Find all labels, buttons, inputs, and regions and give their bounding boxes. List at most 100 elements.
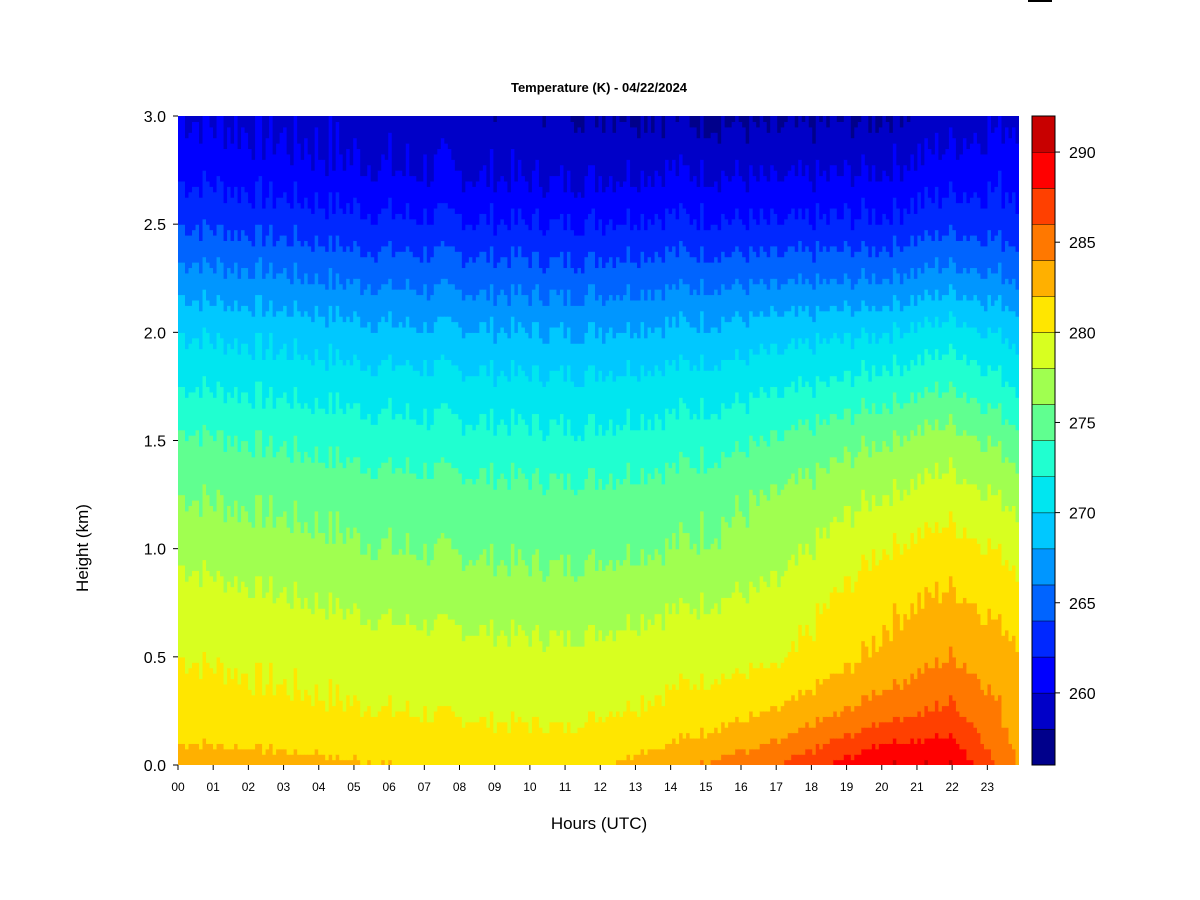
heatmap-cell — [798, 116, 803, 160]
heatmap-cell — [665, 159, 670, 209]
heatmap-cell — [580, 440, 586, 490]
heatmap-cell — [801, 283, 806, 312]
heatmap-cell — [700, 591, 705, 674]
heatmap-cell — [875, 375, 880, 415]
heatmap-cell — [454, 289, 459, 323]
heatmap-cell — [791, 207, 796, 247]
heatmap-cell — [889, 132, 894, 182]
heatmap-cell — [402, 251, 407, 290]
heatmap-cell — [826, 472, 831, 539]
heatmap-cell — [885, 278, 890, 306]
heatmap-cell — [423, 116, 428, 155]
heatmap-cell — [503, 478, 508, 566]
heatmap-cell — [668, 689, 673, 744]
heatmap-cell — [983, 116, 989, 155]
heatmap-cell — [637, 635, 642, 717]
heatmap-cell — [983, 245, 989, 279]
heatmap-cell — [955, 159, 961, 204]
heatmap-cell — [595, 126, 600, 193]
heatmap-cell — [185, 305, 190, 350]
heatmap-cell — [987, 435, 992, 485]
heatmap-cell — [241, 505, 246, 582]
x-tick-label: 14 — [664, 780, 678, 794]
heatmap-cell — [377, 116, 382, 171]
heatmap-cell — [931, 202, 936, 241]
heatmap-cell — [651, 262, 656, 301]
heatmap-cell — [388, 278, 393, 312]
heatmap-cell — [241, 229, 246, 269]
heatmap-cell — [665, 462, 670, 539]
heatmap-cell — [934, 462, 939, 523]
heatmap-cell — [798, 240, 803, 274]
heatmap-cell — [836, 521, 841, 593]
heatmap-cell — [850, 759, 855, 765]
heatmap-cell — [868, 224, 873, 258]
heatmap-cell — [192, 299, 197, 339]
heatmap-cell — [255, 224, 260, 263]
heatmap-cell — [181, 429, 186, 496]
heatmap-cell — [209, 116, 214, 128]
heatmap-cell — [202, 256, 207, 290]
heatmap-cell — [696, 472, 701, 555]
heatmap-cell — [763, 494, 768, 582]
heatmap-cell — [318, 462, 323, 534]
heatmap-cell — [903, 489, 908, 544]
heatmap-cell — [948, 343, 954, 382]
heatmap-cell — [314, 191, 319, 236]
heatmap-cell — [784, 283, 789, 312]
heatmap-cell — [805, 337, 810, 382]
heatmap-cell — [745, 602, 750, 680]
heatmap-cell — [791, 424, 796, 474]
heatmap-cell — [251, 116, 256, 160]
heatmap-cell — [507, 732, 512, 765]
heatmap-cell — [405, 202, 410, 247]
heatmap-cell — [458, 116, 463, 171]
heatmap-cell — [500, 559, 505, 631]
heatmap-cell — [318, 159, 323, 209]
heatmap-cell — [314, 234, 319, 274]
heatmap-cell — [237, 148, 242, 204]
heatmap-cell — [864, 727, 869, 750]
heatmap-cell — [356, 116, 361, 150]
heatmap-cell — [847, 245, 852, 279]
heatmap-cell — [566, 251, 572, 290]
heatmap-cell — [752, 667, 757, 717]
heatmap-cell — [230, 748, 235, 765]
heatmap-cell — [475, 332, 480, 377]
heatmap-cell — [826, 386, 831, 425]
heatmap-cell — [444, 613, 449, 707]
heatmap-cell — [398, 624, 403, 712]
heatmap-cell — [787, 559, 792, 653]
y-tick-label: 0.5 — [144, 650, 166, 667]
heatmap-cell — [980, 207, 985, 247]
heatmap-cell — [447, 462, 452, 539]
heatmap-cell — [707, 689, 712, 734]
heatmap-cell — [766, 180, 771, 225]
heatmap-cell — [602, 570, 607, 642]
heatmap-cell — [969, 435, 975, 485]
heatmap-cell — [367, 413, 372, 469]
heatmap-cell — [808, 224, 813, 252]
heatmap-cell — [899, 337, 904, 377]
heatmap-cell — [906, 121, 911, 171]
heatmap-cell — [759, 245, 764, 279]
heatmap-cell — [997, 116, 1003, 171]
heatmap-cell — [966, 483, 971, 539]
heatmap-cell — [987, 267, 992, 296]
heatmap-cell — [353, 197, 358, 241]
heatmap-cell — [801, 116, 806, 123]
heatmap-cell — [549, 175, 554, 220]
heatmap-cell — [416, 116, 421, 182]
heatmap-cell — [374, 224, 379, 263]
heatmap-cell — [682, 283, 687, 317]
heatmap-cell — [545, 305, 551, 344]
heatmap-cell — [531, 251, 537, 290]
heatmap-cell — [188, 391, 193, 436]
heatmap-cell — [882, 170, 887, 214]
heatmap-cell — [836, 218, 841, 252]
heatmap-cell — [770, 570, 775, 663]
heatmap-cell — [941, 662, 947, 707]
heatmap-cell — [903, 716, 908, 744]
heatmap-cell — [917, 234, 922, 269]
heatmap-cell — [955, 743, 961, 765]
